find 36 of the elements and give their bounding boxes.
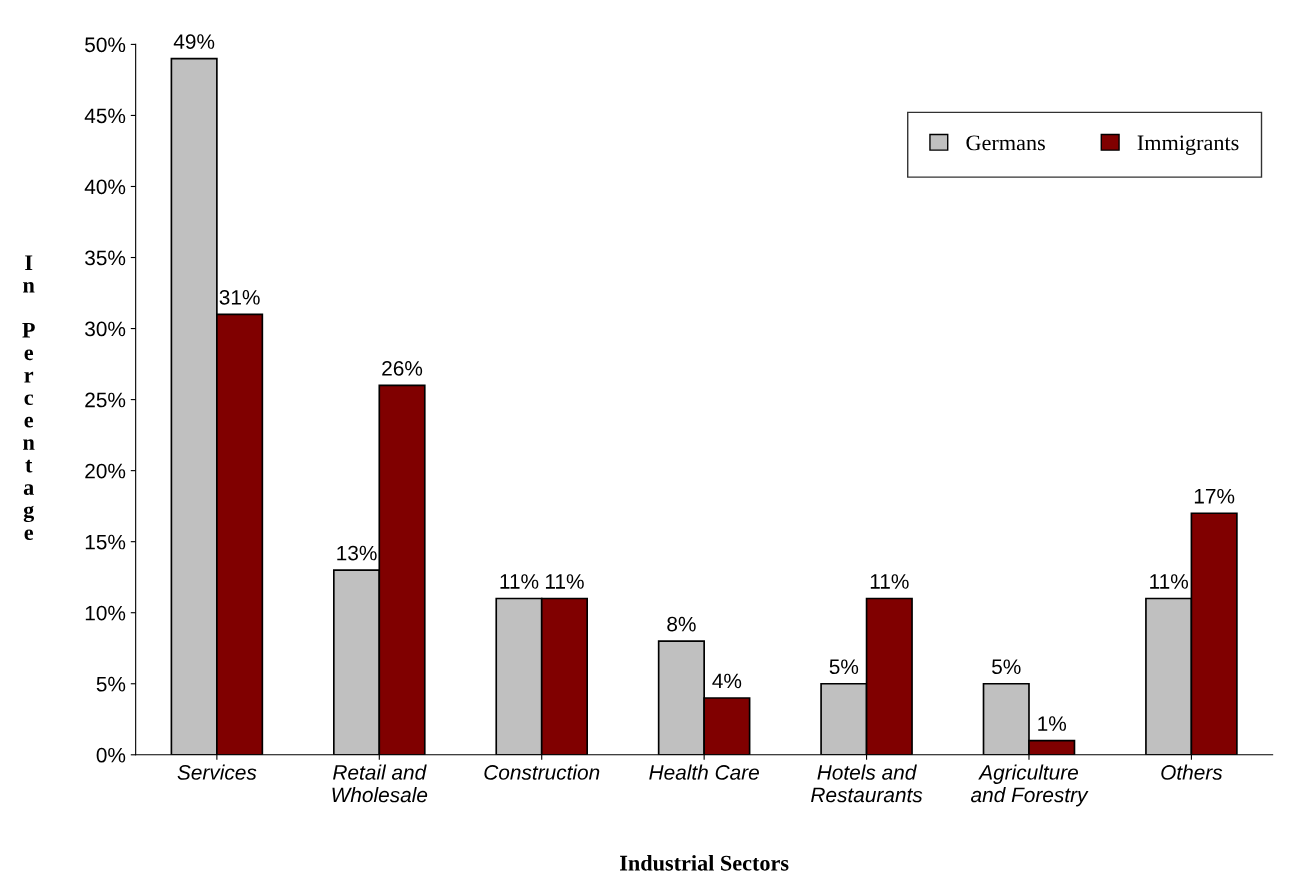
y-tick-label: 20% [85,463,126,479]
x-tick-label: Hotels and Restaurants [811,764,923,803]
y-tick-label: 35% [85,250,126,266]
y-tick-label: 10% [85,605,126,621]
y-tick-label: 5% [96,676,126,692]
data-label: 11% [500,574,539,589]
y-tick-label: 50% [85,37,126,53]
y-tick-label: 30% [85,321,126,337]
data-label: 26% [382,360,423,376]
legend-label: Germans [966,135,1045,151]
legend-label: Immigrants [1137,135,1239,155]
data-label: 11% [1150,574,1189,589]
data-label: 5% [992,659,1021,675]
data-label: 17% [1194,488,1235,504]
data-label: 4% [712,673,742,689]
y-tick-label: 0% [96,747,126,763]
x-tick-label: Health Care [649,764,759,780]
x-tick-label: Construction [484,764,600,780]
y-tick-label: 25% [85,392,126,408]
x-tick-label: Agriculture and Forestry [970,764,1089,807]
text: In Percentage [22,255,35,541]
data-label: 13% [337,545,377,561]
y-tick-label: 15% [85,534,126,550]
x-axis-title: Industrial Sectors [620,854,789,871]
data-label: 11% [870,574,909,589]
x-tick-label: Others [1161,764,1223,780]
data-label: 5% [829,659,859,675]
data-label: 49% [173,34,215,49]
y-tick-label: 40% [84,179,126,195]
data-label: 11% [545,574,584,589]
data-label: 8% [667,616,696,632]
x-tick-label: Services [177,764,257,780]
data-label: 1% [1038,716,1067,731]
data-label: 31% [219,289,260,305]
x-tick-label: Retail and Wholesale [332,764,428,803]
y-tick-label: 45% [84,108,126,124]
